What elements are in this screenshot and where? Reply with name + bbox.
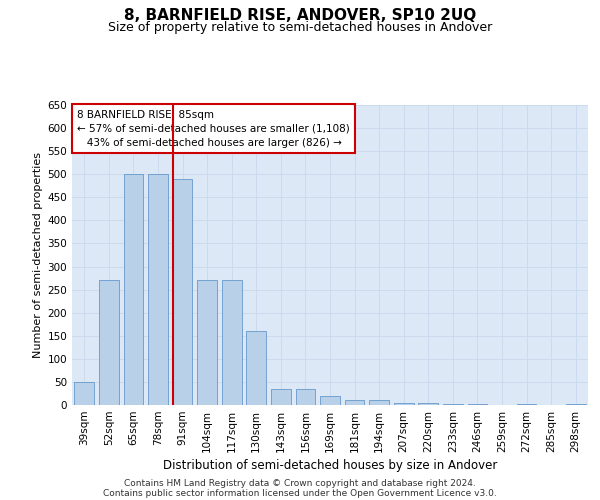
Bar: [222, 280, 242, 405]
Bar: [370, 400, 389, 405]
Bar: [148, 174, 168, 405]
Bar: [467, 404, 487, 405]
Bar: [443, 404, 463, 405]
Text: 8 BARNFIELD RISE: 85sqm
← 57% of semi-detached houses are smaller (1,108)
   43%: 8 BARNFIELD RISE: 85sqm ← 57% of semi-de…: [77, 110, 350, 148]
Bar: [173, 179, 193, 405]
Bar: [320, 396, 340, 405]
Bar: [394, 402, 413, 405]
Text: 8, BARNFIELD RISE, ANDOVER, SP10 2UQ: 8, BARNFIELD RISE, ANDOVER, SP10 2UQ: [124, 8, 476, 22]
Bar: [271, 389, 290, 405]
Bar: [197, 280, 217, 405]
Bar: [124, 174, 143, 405]
Bar: [418, 402, 438, 405]
Bar: [247, 331, 266, 405]
Y-axis label: Number of semi-detached properties: Number of semi-detached properties: [33, 152, 43, 358]
Text: Contains HM Land Registry data © Crown copyright and database right 2024.: Contains HM Land Registry data © Crown c…: [124, 478, 476, 488]
Text: Contains public sector information licensed under the Open Government Licence v3: Contains public sector information licen…: [103, 488, 497, 498]
X-axis label: Distribution of semi-detached houses by size in Andover: Distribution of semi-detached houses by …: [163, 459, 497, 472]
Bar: [99, 280, 119, 405]
Bar: [74, 382, 94, 405]
Bar: [517, 404, 536, 405]
Bar: [296, 389, 315, 405]
Bar: [345, 400, 364, 405]
Bar: [566, 404, 586, 405]
Text: Size of property relative to semi-detached houses in Andover: Size of property relative to semi-detach…: [108, 21, 492, 34]
